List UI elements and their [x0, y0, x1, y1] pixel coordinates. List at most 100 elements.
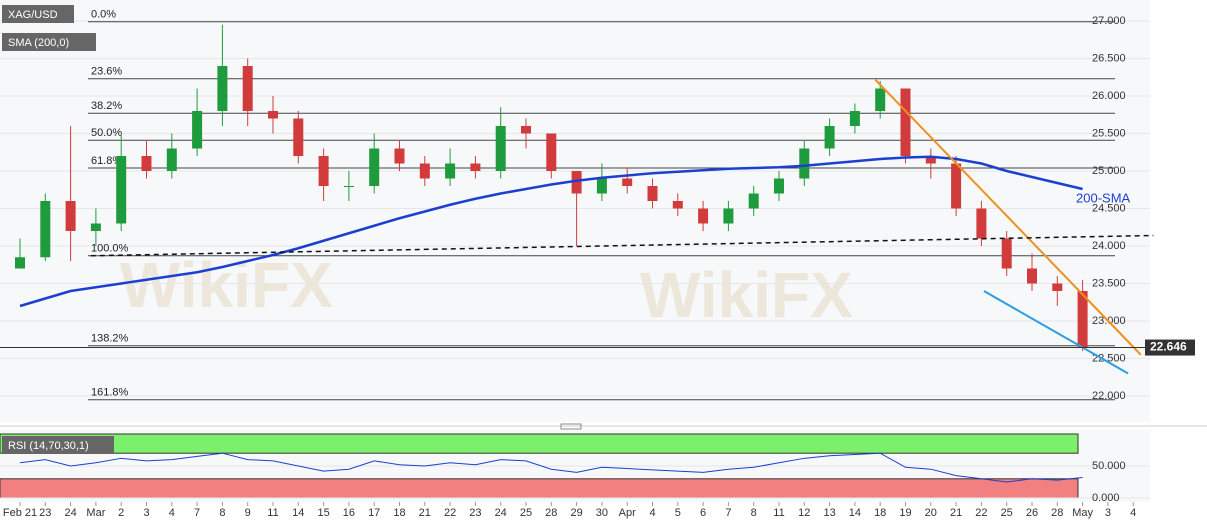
pane-handle: [560, 423, 582, 430]
rsi-tick-label: 0.000: [1092, 492, 1120, 504]
candle-body: [166, 148, 177, 171]
candle-body: [470, 163, 481, 171]
watermark: WikiFX: [640, 259, 853, 331]
x-tick-label: 18: [393, 507, 405, 519]
candle-body: [445, 163, 456, 179]
x-tick-label: 12: [798, 507, 810, 519]
x-tick-label: 3: [1105, 507, 1111, 519]
x-tick-label: 6: [700, 507, 706, 519]
x-tick-label: 7: [194, 507, 200, 519]
candle-body: [951, 163, 962, 209]
rsi-oversold-band: [0, 478, 1079, 499]
x-tick-label: 13: [823, 507, 835, 519]
candle-body: [723, 208, 734, 224]
candle-body: [419, 163, 430, 179]
candle-body: [1027, 268, 1037, 284]
symbol-box: [2, 5, 74, 23]
x-tick-label: 20: [925, 507, 937, 519]
candle-body: [268, 111, 278, 119]
x-tick-label: 8: [219, 507, 225, 519]
x-tick-label: 14: [292, 507, 304, 519]
y-tick-label: 25.000: [1092, 165, 1126, 177]
x-tick-label: 18: [874, 507, 886, 519]
x-tick-label: 21: [419, 507, 431, 519]
candle-body: [293, 118, 304, 156]
candle-body: [65, 201, 76, 231]
x-tick-label: Feb 21: [3, 507, 37, 519]
x-tick-label: 11: [267, 507, 278, 519]
x-tick-label: 24: [64, 507, 76, 519]
trendline: [90, 234, 1154, 257]
x-tick-label: 11: [773, 507, 784, 519]
x-tick-label: 23: [469, 507, 481, 519]
rsi-tick-label: 50.000: [1092, 460, 1126, 472]
sma-legend: SMA (200,0): [8, 37, 69, 49]
y-tick-label: 27.000: [1092, 15, 1126, 27]
candle-body: [40, 201, 51, 258]
x-tick-label: 15: [317, 507, 329, 519]
candle-body: [1077, 291, 1088, 348]
candle-body: [774, 178, 784, 194]
candle-body: [369, 148, 380, 186]
candle-body: [647, 186, 658, 201]
candle-body: [748, 193, 759, 209]
x-tick-label: 2: [118, 507, 124, 519]
x-tick-label: 29: [570, 507, 582, 519]
candle-body: [824, 126, 835, 149]
x-tick-label: 23: [39, 507, 51, 519]
x-tick-label: 24: [495, 507, 507, 519]
x-tick-label: 5: [675, 507, 681, 519]
x-tick-label: 28: [545, 507, 557, 519]
fib-label: 61.8%: [91, 155, 122, 167]
candle-body: [849, 111, 860, 126]
candle-body: [1052, 283, 1063, 291]
candle-body: [976, 208, 987, 239]
candle-body: [242, 66, 253, 111]
candle-body: [192, 111, 203, 149]
y-tick-label: 22.000: [1092, 390, 1126, 402]
last-price-box: [1145, 339, 1195, 356]
candle-body: [495, 126, 506, 171]
x-tick-label: 16: [343, 507, 355, 519]
y-tick-label: 25.500: [1092, 127, 1126, 139]
y-tick-label: 24.500: [1092, 202, 1126, 214]
candle-body: [698, 208, 709, 224]
trendline: [983, 290, 1129, 375]
candle-body: [875, 88, 886, 111]
x-tick-label: 4: [169, 507, 175, 519]
x-tick-label: 25: [1001, 507, 1013, 519]
sma-box: [2, 33, 96, 51]
candle-body: [90, 223, 101, 231]
x-tick-label: 9: [245, 507, 251, 519]
rsi-legend: RSI (14,70,30,1): [8, 440, 89, 452]
x-tick-label: 4: [649, 507, 655, 519]
fib-label: 0.0%: [91, 9, 116, 21]
x-tick-label: 17: [368, 507, 380, 519]
candle-body: [672, 201, 683, 209]
candle-body: [571, 171, 582, 194]
candle-body: [15, 257, 25, 269]
y-tick-label: 26.000: [1092, 90, 1126, 102]
sma-line: [19, 155, 1083, 308]
candle-body: [1001, 238, 1012, 269]
x-tick-label: 30: [596, 507, 608, 519]
candle-body: [521, 126, 531, 134]
x-tick-label: 8: [751, 507, 757, 519]
x-tick-label: 4: [1130, 507, 1136, 519]
x-tick-label: 22: [444, 507, 456, 519]
candle-body: [799, 148, 810, 179]
candle-body: [900, 88, 911, 156]
y-tick-label: 23.500: [1092, 277, 1126, 289]
candle-body: [925, 156, 936, 164]
candle-body: [546, 133, 557, 171]
fib-label: 23.6%: [91, 66, 122, 78]
candle-body: [343, 186, 354, 187]
x-tick-label: 21: [950, 507, 962, 519]
trendline: [874, 78, 1142, 356]
candle-body: [622, 178, 633, 186]
symbol: XAG/USD: [8, 9, 58, 21]
x-tick-label: Apr: [619, 507, 636, 519]
price-pane: [0, 0, 1150, 422]
y-tick-label: 24.000: [1092, 240, 1126, 252]
